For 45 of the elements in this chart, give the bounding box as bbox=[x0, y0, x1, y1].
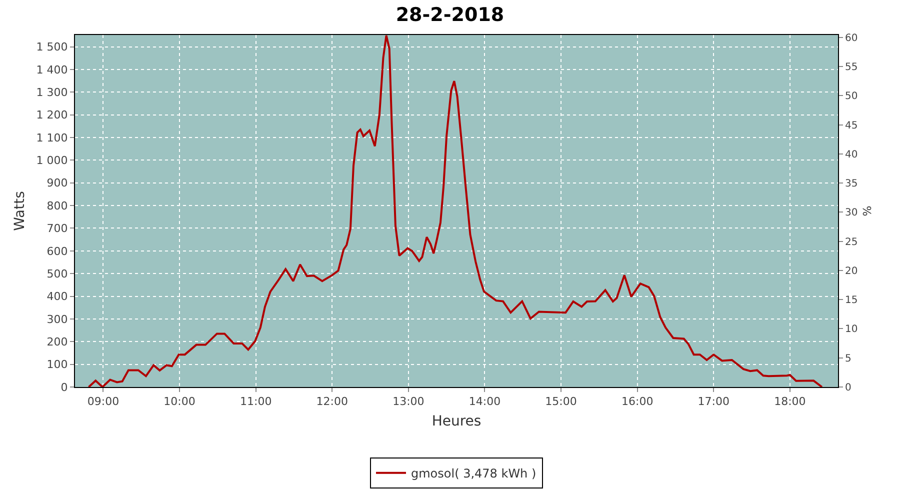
y2-tick-label: 40 bbox=[845, 149, 858, 160]
y-tick-label: 400 bbox=[46, 290, 68, 304]
y-axis-title: Watts bbox=[12, 191, 28, 231]
x-tick-label: 18:00 bbox=[774, 395, 806, 408]
y-tick-label: 800 bbox=[46, 199, 68, 212]
x-tick-label: 13:00 bbox=[392, 395, 424, 408]
line-series bbox=[88, 35, 823, 387]
y-tick-label: 500 bbox=[46, 267, 68, 280]
y-tick-label: 900 bbox=[46, 176, 68, 190]
y2-tick-label: 35 bbox=[845, 178, 858, 190]
y2-tick-label: 25 bbox=[845, 236, 858, 248]
x-tick-label: 09:00 bbox=[87, 395, 120, 408]
x-axis-title: Heures bbox=[432, 414, 482, 430]
y-tick-label: 1 400 bbox=[36, 63, 68, 76]
y-tick-label: 100 bbox=[46, 358, 68, 372]
y2-tick-label: 50 bbox=[845, 91, 858, 102]
y-tick-label: 0 bbox=[60, 380, 68, 394]
legend-label: gmosol( 3,478 kWh ) bbox=[411, 466, 536, 481]
x-tick-label: 11:00 bbox=[240, 395, 272, 408]
y-tick-label: 1 000 bbox=[36, 154, 68, 168]
x-tick-label: 17:00 bbox=[698, 395, 730, 408]
y-tick-label: 700 bbox=[46, 222, 68, 236]
y2-tick-label: 0 bbox=[845, 382, 852, 394]
x-tick-label: 15:00 bbox=[545, 395, 577, 408]
y2-tick-label: 60 bbox=[845, 32, 858, 44]
y-tick-label: 200 bbox=[46, 335, 68, 348]
x-tick-label: 14:00 bbox=[468, 395, 501, 408]
x-tick-label: 12:00 bbox=[316, 395, 348, 408]
y2-tick-label: 20 bbox=[845, 266, 858, 277]
x-tick-label: 10:00 bbox=[164, 395, 196, 408]
y-tick-label: 1 500 bbox=[36, 40, 68, 54]
y2-tick-label: 45 bbox=[845, 120, 858, 132]
y-tick-label: 1 100 bbox=[36, 131, 68, 144]
y2-tick-label: 30 bbox=[845, 208, 858, 219]
y2-tick-label: 15 bbox=[845, 295, 858, 306]
x-tick-label: 16:00 bbox=[621, 395, 654, 408]
y2-tick-label: 10 bbox=[845, 324, 858, 336]
y2-tick-label: 5 bbox=[845, 353, 852, 364]
y-tick-label: 600 bbox=[46, 244, 68, 258]
chart-title: 28-2-2018 bbox=[396, 4, 504, 26]
y2-tick-label: 55 bbox=[845, 62, 858, 73]
y-tick-label: 1 200 bbox=[36, 108, 68, 122]
y-tick-label: 300 bbox=[46, 312, 68, 326]
y-tick-label: 1 300 bbox=[36, 86, 68, 99]
y2-axis-title: % bbox=[860, 206, 874, 216]
